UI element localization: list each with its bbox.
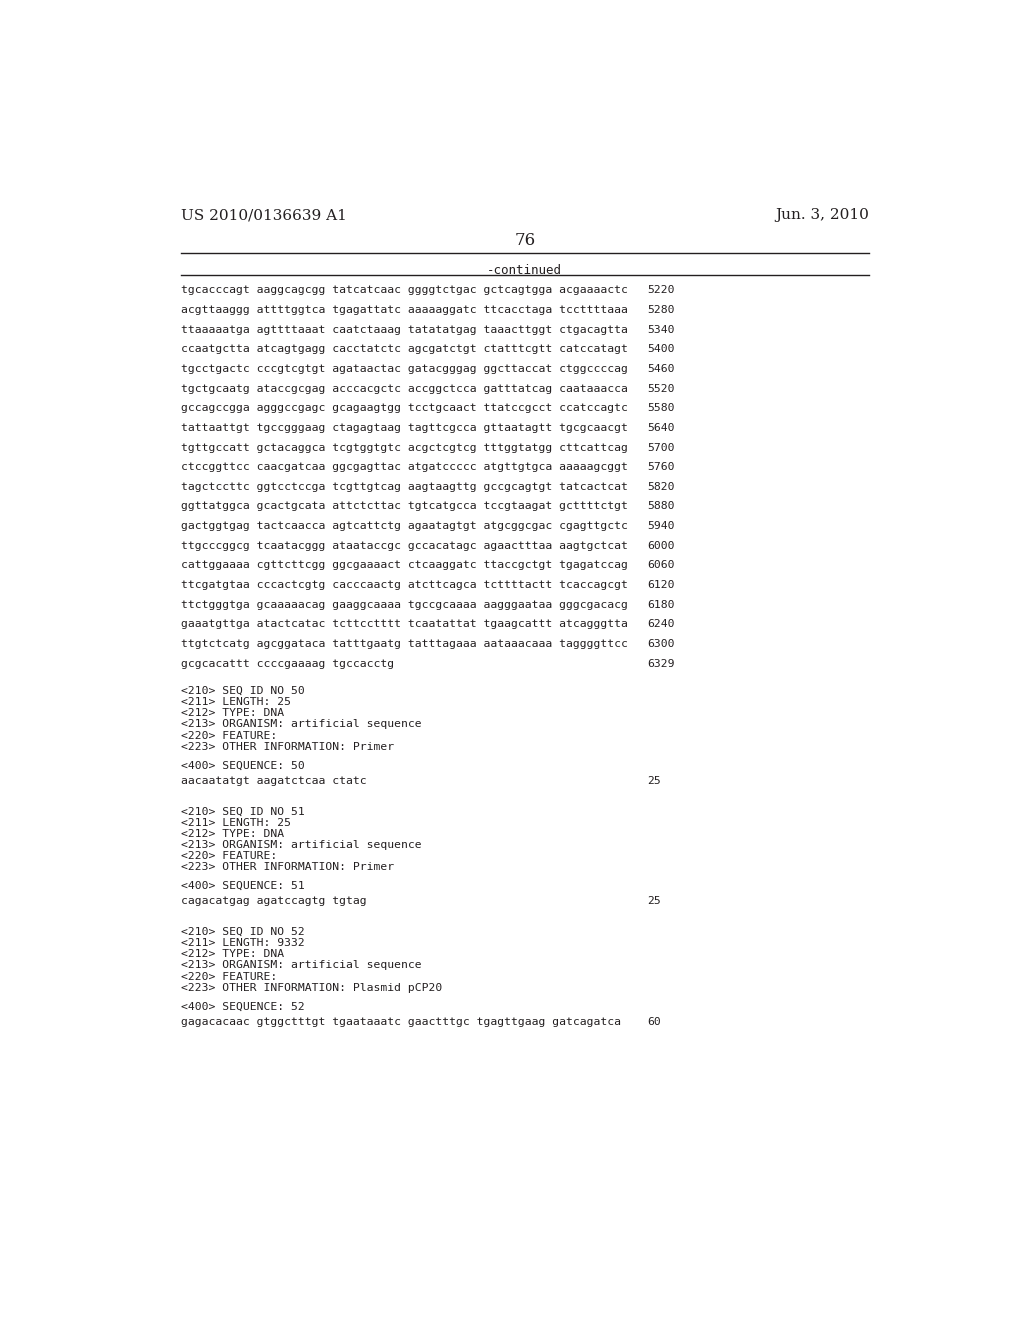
Text: gcgcacattt ccccgaaaag tgccacctg: gcgcacattt ccccgaaaag tgccacctg	[180, 659, 394, 668]
Text: 25: 25	[647, 896, 662, 907]
Text: 5640: 5640	[647, 422, 675, 433]
Text: tgcacccagt aaggcagcgg tatcatcaac ggggtctgac gctcagtgga acgaaaactc: tgcacccagt aaggcagcgg tatcatcaac ggggtct…	[180, 285, 628, 296]
Text: ctccggttcc caacgatcaa ggcgagttac atgatccccc atgttgtgca aaaaagcggt: ctccggttcc caacgatcaa ggcgagttac atgatcc…	[180, 462, 628, 473]
Text: ggttatggca gcactgcata attctcttac tgtcatgcca tccgtaagat gcttttctgt: ggttatggca gcactgcata attctcttac tgtcatg…	[180, 502, 628, 511]
Text: 5460: 5460	[647, 364, 675, 374]
Text: <211> LENGTH: 9332: <211> LENGTH: 9332	[180, 939, 304, 948]
Text: <223> OTHER INFORMATION: Primer: <223> OTHER INFORMATION: Primer	[180, 742, 394, 751]
Text: <210> SEQ ID NO 52: <210> SEQ ID NO 52	[180, 927, 304, 937]
Text: gaaatgttga atactcatac tcttcctttt tcaatattat tgaagcattt atcagggtta: gaaatgttga atactcatac tcttcctttt tcaatat…	[180, 619, 628, 630]
Text: <213> ORGANISM: artificial sequence: <213> ORGANISM: artificial sequence	[180, 840, 421, 850]
Text: <220> FEATURE:: <220> FEATURE:	[180, 730, 276, 741]
Text: 6120: 6120	[647, 579, 675, 590]
Text: <400> SEQUENCE: 51: <400> SEQUENCE: 51	[180, 880, 304, 891]
Text: tagctccttc ggtcctccga tcgttgtcag aagtaagttg gccgcagtgt tatcactcat: tagctccttc ggtcctccga tcgttgtcag aagtaag…	[180, 482, 628, 492]
Text: ttgcccggcg tcaatacggg ataataccgc gccacatagc agaactttaa aagtgctcat: ttgcccggcg tcaatacggg ataataccgc gccacat…	[180, 541, 628, 550]
Text: ttctgggtga gcaaaaacag gaaggcaaaa tgccgcaaaa aagggaataa gggcgacacg: ttctgggtga gcaaaaacag gaaggcaaaa tgccgca…	[180, 599, 628, 610]
Text: ccaatgctta atcagtgagg cacctatctc agcgatctgt ctatttcgtt catccatagt: ccaatgctta atcagtgagg cacctatctc agcgatc…	[180, 345, 628, 354]
Text: <210> SEQ ID NO 50: <210> SEQ ID NO 50	[180, 686, 304, 696]
Text: <211> LENGTH: 25: <211> LENGTH: 25	[180, 817, 291, 828]
Text: 6180: 6180	[647, 599, 675, 610]
Text: 25: 25	[647, 776, 662, 785]
Text: 6300: 6300	[647, 639, 675, 649]
Text: tgctgcaatg ataccgcgag acccacgctc accggctcca gatttatcag caataaacca: tgctgcaatg ataccgcgag acccacgctc accggct…	[180, 384, 628, 393]
Text: 5940: 5940	[647, 521, 675, 531]
Text: tgttgccatt gctacaggca tcgtggtgtc acgctcgtcg tttggtatgg cttcattcag: tgttgccatt gctacaggca tcgtggtgtc acgctcg…	[180, 442, 628, 453]
Text: 60: 60	[647, 1016, 662, 1027]
Text: <212> TYPE: DNA: <212> TYPE: DNA	[180, 708, 284, 718]
Text: US 2010/0136639 A1: US 2010/0136639 A1	[180, 209, 346, 223]
Text: <212> TYPE: DNA: <212> TYPE: DNA	[180, 949, 284, 960]
Text: 5820: 5820	[647, 482, 675, 492]
Text: <211> LENGTH: 25: <211> LENGTH: 25	[180, 697, 291, 708]
Text: gccagccgga agggccgagc gcagaagtgg tcctgcaact ttatccgcct ccatccagtc: gccagccgga agggccgagc gcagaagtgg tcctgca…	[180, 404, 628, 413]
Text: <210> SEQ ID NO 51: <210> SEQ ID NO 51	[180, 807, 304, 816]
Text: ttcgatgtaa cccactcgtg cacccaactg atcttcagca tcttttactt tcaccagcgt: ttcgatgtaa cccactcgtg cacccaactg atcttca…	[180, 579, 628, 590]
Text: cagacatgag agatccagtg tgtag: cagacatgag agatccagtg tgtag	[180, 896, 367, 907]
Text: 6000: 6000	[647, 541, 675, 550]
Text: gactggtgag tactcaacca agtcattctg agaatagtgt atgcggcgac cgagttgctc: gactggtgag tactcaacca agtcattctg agaatag…	[180, 521, 628, 531]
Text: <400> SEQUENCE: 52: <400> SEQUENCE: 52	[180, 1002, 304, 1011]
Text: 5220: 5220	[647, 285, 675, 296]
Text: 5700: 5700	[647, 442, 675, 453]
Text: 5580: 5580	[647, 404, 675, 413]
Text: 5340: 5340	[647, 325, 675, 335]
Text: cattggaaaa cgttcttcgg ggcgaaaact ctcaaggatc ttaccgctgt tgagatccag: cattggaaaa cgttcttcgg ggcgaaaact ctcaagg…	[180, 561, 628, 570]
Text: tattaattgt tgccgggaag ctagagtaag tagttcgcca gttaatagtt tgcgcaacgt: tattaattgt tgccgggaag ctagagtaag tagttcg…	[180, 422, 628, 433]
Text: ttgtctcatg agcggataca tatttgaatg tatttagaaa aataaacaaa taggggttcc: ttgtctcatg agcggataca tatttgaatg tatttag…	[180, 639, 628, 649]
Text: aacaatatgt aagatctcaa ctatc: aacaatatgt aagatctcaa ctatc	[180, 776, 367, 785]
Text: 5400: 5400	[647, 345, 675, 354]
Text: <220> FEATURE:: <220> FEATURE:	[180, 851, 276, 861]
Text: 5880: 5880	[647, 502, 675, 511]
Text: <213> ORGANISM: artificial sequence: <213> ORGANISM: artificial sequence	[180, 961, 421, 970]
Text: 5280: 5280	[647, 305, 675, 315]
Text: <223> OTHER INFORMATION: Primer: <223> OTHER INFORMATION: Primer	[180, 862, 394, 873]
Text: 5760: 5760	[647, 462, 675, 473]
Text: 6060: 6060	[647, 561, 675, 570]
Text: 5520: 5520	[647, 384, 675, 393]
Text: <400> SEQUENCE: 50: <400> SEQUENCE: 50	[180, 760, 304, 771]
Text: 6329: 6329	[647, 659, 675, 668]
Text: ttaaaaatga agttttaaat caatctaaag tatatatgag taaacttggt ctgacagtta: ttaaaaatga agttttaaat caatctaaag tatatat…	[180, 325, 628, 335]
Text: acgttaaggg attttggtca tgagattatc aaaaaggatc ttcacctaga tccttttaaa: acgttaaggg attttggtca tgagattatc aaaaagg…	[180, 305, 628, 315]
Text: tgcctgactc cccgtcgtgt agataactac gatacgggag ggcttaccat ctggccccag: tgcctgactc cccgtcgtgt agataactac gatacgg…	[180, 364, 628, 374]
Text: gagacacaac gtggctttgt tgaataaatc gaactttgc tgagttgaag gatcagatca: gagacacaac gtggctttgt tgaataaatc gaacttt…	[180, 1016, 621, 1027]
Text: <220> FEATURE:: <220> FEATURE:	[180, 972, 276, 982]
Text: <213> ORGANISM: artificial sequence: <213> ORGANISM: artificial sequence	[180, 719, 421, 730]
Text: 6240: 6240	[647, 619, 675, 630]
Text: <212> TYPE: DNA: <212> TYPE: DNA	[180, 829, 284, 838]
Text: 76: 76	[514, 231, 536, 248]
Text: <223> OTHER INFORMATION: Plasmid pCP20: <223> OTHER INFORMATION: Plasmid pCP20	[180, 982, 442, 993]
Text: -continued: -continued	[487, 264, 562, 277]
Text: Jun. 3, 2010: Jun. 3, 2010	[775, 209, 869, 223]
